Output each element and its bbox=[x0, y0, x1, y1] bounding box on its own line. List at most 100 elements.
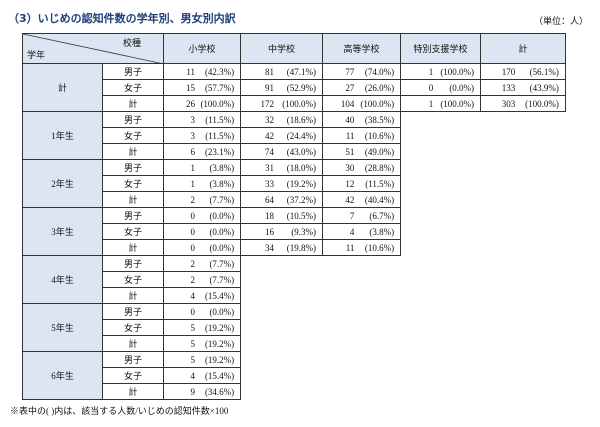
percent: (3.8%) bbox=[209, 178, 235, 189]
unit: （単位：人） bbox=[533, 16, 588, 26]
sex-label: 女子 bbox=[102, 127, 164, 144]
column-header: 小学校 bbox=[163, 33, 241, 64]
data-cell: 2 (7.7%) bbox=[163, 191, 241, 208]
sex-label: 男子 bbox=[102, 255, 164, 272]
percent: (56.1%) bbox=[529, 66, 559, 77]
percent: (3.8%) bbox=[209, 162, 235, 173]
percent: (28.8%) bbox=[364, 162, 395, 173]
count: 133 bbox=[501, 82, 516, 93]
data-row: 計 5 (19.2%) bbox=[23, 335, 566, 352]
corner-diagonal bbox=[23, 34, 164, 64]
corner-cell: 校種 学年 bbox=[22, 33, 164, 64]
percent: (47.1%) bbox=[286, 66, 316, 77]
percent: (10.5%) bbox=[286, 210, 316, 221]
percent: (15.4%) bbox=[204, 290, 235, 301]
count: 1 bbox=[428, 66, 434, 77]
data-cell: 18 (10.5%) bbox=[240, 207, 323, 224]
data-cell: 1 (3.8%) bbox=[163, 175, 241, 192]
data-cell: 6 (23.1%) bbox=[163, 143, 241, 160]
percent: (74.0%) bbox=[364, 66, 395, 77]
count: 4 bbox=[349, 226, 355, 237]
percent: (100.0%) bbox=[440, 98, 475, 109]
count: 303 bbox=[501, 98, 516, 109]
count: 7 bbox=[349, 210, 355, 221]
count: 42 bbox=[265, 130, 274, 141]
count: 1 bbox=[190, 178, 196, 189]
data-cell: 77 (74.0%) bbox=[322, 63, 401, 80]
data-cell: 5 (19.2%) bbox=[163, 335, 241, 352]
count: 77 bbox=[345, 66, 355, 77]
data-cell: 170 (56.1%) bbox=[480, 63, 566, 80]
count: 11 bbox=[345, 242, 355, 253]
percent: (11.5%) bbox=[365, 178, 395, 189]
sex-label: 計 bbox=[102, 287, 164, 304]
data-row: 6年生 男子 5 (19.2%) bbox=[22, 351, 566, 400]
data-row: 計 26 (100.0%) 172 (100.0%) 104 (100.0%) 1 (100.0… bbox=[23, 95, 566, 112]
sex-label: 男子 bbox=[102, 111, 164, 128]
count: 42 bbox=[345, 194, 355, 205]
percent: (15.4%) bbox=[204, 370, 235, 381]
sex-label: 男子 bbox=[102, 63, 164, 80]
percent: (19.2%) bbox=[204, 322, 235, 333]
percent: (10.6%) bbox=[364, 130, 395, 141]
percent: (7.7%) bbox=[209, 194, 235, 205]
data-cell: 4 (3.8%) bbox=[322, 223, 401, 240]
count: 27 bbox=[345, 82, 355, 93]
data-cell: 42 (24.4%) bbox=[240, 127, 323, 144]
data-cell: 34 (19.8%) bbox=[240, 239, 323, 256]
column-header: 計 bbox=[480, 33, 566, 64]
count: 32 bbox=[265, 114, 274, 125]
data-cell: 40 (38.5%) bbox=[322, 111, 401, 128]
count: 0 bbox=[190, 306, 196, 317]
data-cell: 5 (19.2%) bbox=[163, 351, 241, 368]
data-cell: 0 (0.0%) bbox=[163, 207, 241, 224]
count: 6 bbox=[190, 146, 196, 157]
data-cell: 4 (15.4%) bbox=[163, 287, 241, 304]
percent: (19.8%) bbox=[286, 242, 316, 253]
data-cell: 74 (43.0%) bbox=[240, 143, 323, 160]
data-cell: 172 (100.0%) bbox=[240, 95, 323, 112]
count: 3 bbox=[190, 114, 196, 125]
count: 18 bbox=[265, 210, 274, 221]
data-row: 計 2 (7.7%) 64 (37.2%) 42 (40.4%) bbox=[23, 191, 566, 208]
data-cell: 3 (11.5%) bbox=[163, 127, 241, 144]
data-cell: 1 (100.0%) bbox=[400, 63, 481, 80]
count: 0 bbox=[428, 82, 434, 93]
count: 9 bbox=[190, 386, 196, 397]
data-cell: 4 (15.4%) bbox=[163, 367, 241, 384]
percent: (100.0%) bbox=[525, 98, 559, 109]
grade-label: 6年生 bbox=[22, 351, 103, 400]
percent: (0.0%) bbox=[209, 306, 235, 317]
percent: (19.2%) bbox=[204, 338, 235, 349]
data-cell: 81 (47.1%) bbox=[240, 63, 323, 80]
data-row: 計 6 (23.1%) 74 (43.0%) 51 (49.0%) bbox=[23, 143, 566, 160]
percent: (26.0%) bbox=[364, 82, 395, 93]
column-header: 中学校 bbox=[240, 33, 323, 64]
percent: (100.0%) bbox=[440, 66, 475, 77]
sex-label: 女子 bbox=[102, 367, 164, 384]
data-cell: 0 (0.0%) bbox=[400, 79, 481, 96]
sex-label: 女子 bbox=[102, 175, 164, 192]
percent: (3.8%) bbox=[369, 226, 395, 237]
sex-label: 計 bbox=[102, 383, 164, 400]
data-cell: 9 (34.6%) bbox=[163, 383, 241, 400]
percent: (34.6%) bbox=[204, 386, 235, 397]
count: 31 bbox=[265, 162, 274, 173]
count: 26 bbox=[186, 98, 195, 109]
sex-label: 計 bbox=[102, 335, 164, 352]
data-cell: 2 (7.7%) bbox=[163, 271, 241, 288]
percent: (7.7%) bbox=[209, 258, 235, 269]
percent: (0.0%) bbox=[209, 226, 235, 237]
percent: (18.6%) bbox=[286, 114, 316, 125]
data-cell: 5 (19.2%) bbox=[163, 319, 241, 336]
data-cell: 0 (0.0%) bbox=[163, 303, 241, 320]
percent: (100.0%) bbox=[360, 98, 395, 109]
data-row: 2年生 男子 1 (3.8%) 31 (18.0%) 30 (28.8%) bbox=[22, 159, 566, 208]
data-row: 女子 4 (15.4%) bbox=[23, 367, 566, 384]
data-row: 女子 2 (7.7%) bbox=[23, 271, 566, 288]
data-cell: 3 (11.5%) bbox=[163, 111, 241, 128]
grade-label: 2年生 bbox=[22, 159, 103, 208]
count: 5 bbox=[190, 322, 196, 333]
percent: (19.2%) bbox=[204, 354, 235, 365]
count: 34 bbox=[265, 242, 274, 253]
